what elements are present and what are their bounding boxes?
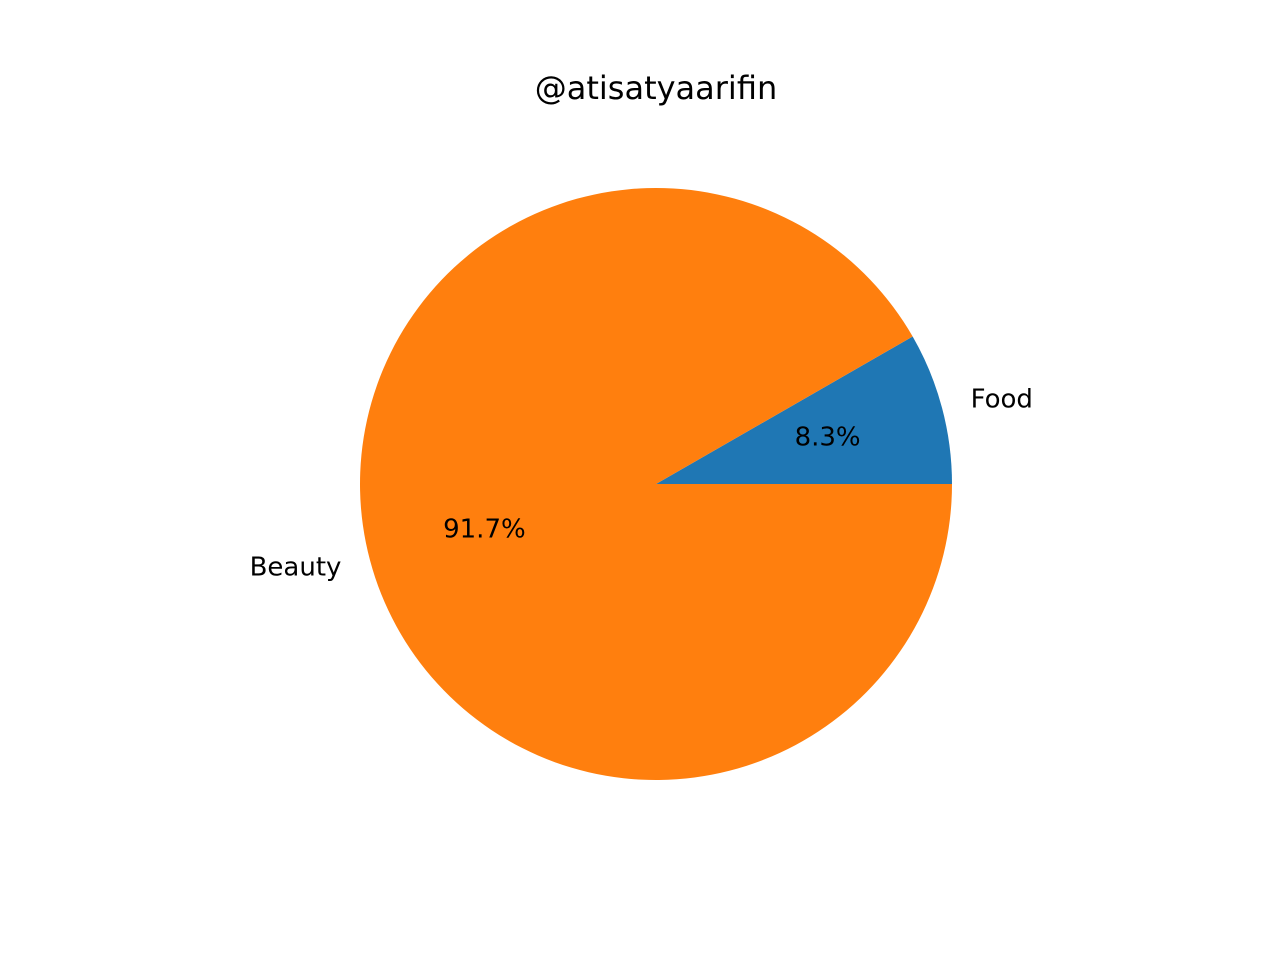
pie-slices bbox=[360, 188, 953, 781]
slice-label-beauty: Beauty bbox=[250, 552, 342, 582]
pie-slice-beauty bbox=[360, 188, 953, 781]
slice-percent-food: 8.3% bbox=[795, 423, 861, 453]
slice-percent-beauty: 91.7% bbox=[443, 514, 526, 544]
pie-labels: Food 8.3% Beauty 91.7% bbox=[250, 385, 1033, 583]
chart-title: @atisatyaarifin bbox=[535, 69, 778, 107]
pie-slice-food bbox=[656, 336, 952, 484]
slice-label-food: Food bbox=[971, 385, 1033, 415]
